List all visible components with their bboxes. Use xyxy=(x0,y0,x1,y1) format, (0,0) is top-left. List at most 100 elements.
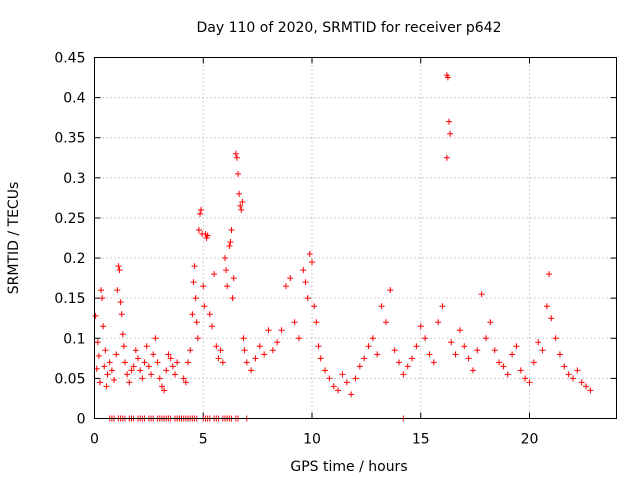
data-point xyxy=(565,371,572,378)
data-point xyxy=(204,232,211,239)
data-point xyxy=(339,371,346,378)
data-point xyxy=(496,359,503,366)
data-point xyxy=(265,327,272,334)
data-point xyxy=(224,283,231,290)
data-point xyxy=(100,323,107,330)
data-point xyxy=(130,363,137,370)
data-point xyxy=(171,371,178,378)
data-point xyxy=(145,363,152,370)
data-point xyxy=(104,371,111,378)
data-point xyxy=(219,359,226,366)
y-tick-label: 0.4 xyxy=(63,91,85,107)
data-point xyxy=(98,287,105,294)
data-point xyxy=(570,375,576,382)
data-point xyxy=(165,351,172,358)
data-point xyxy=(213,343,220,350)
data-point xyxy=(539,347,546,354)
data-point xyxy=(500,363,507,370)
data-point xyxy=(163,367,170,374)
data-point xyxy=(229,295,236,302)
data-point xyxy=(291,319,298,326)
data-point xyxy=(474,347,481,354)
data-point xyxy=(226,243,233,250)
data-point xyxy=(295,335,302,342)
data-point xyxy=(391,347,398,354)
tick-labels: 0 0.05 0.1 0.15 0.2 0.25 0.3 0.35 0.4 0.45 0 5 10 15 2… xyxy=(54,51,538,448)
data-point xyxy=(215,355,222,362)
y-tick-label: 0.2 xyxy=(63,251,85,267)
data-point xyxy=(128,367,135,374)
x-tick-label: 5 xyxy=(199,432,208,448)
data-point xyxy=(287,275,294,282)
data-point xyxy=(195,226,202,233)
data-point xyxy=(115,263,122,270)
data-point xyxy=(190,279,197,286)
data-point xyxy=(278,327,285,334)
data-point xyxy=(154,359,161,366)
x-axis-label: GPS time / hours xyxy=(290,459,407,475)
data-point xyxy=(426,351,433,358)
data-point xyxy=(343,379,350,386)
data-point xyxy=(236,190,243,197)
data-point xyxy=(456,327,463,334)
data-point xyxy=(227,239,234,246)
data-point xyxy=(95,352,102,359)
data-point xyxy=(241,347,248,354)
data-point xyxy=(522,375,529,382)
data-point xyxy=(491,347,498,354)
data-point xyxy=(206,311,213,318)
data-point xyxy=(465,355,472,362)
data-point xyxy=(587,387,594,394)
data-point xyxy=(261,351,268,358)
data-point xyxy=(435,319,442,326)
data-point xyxy=(119,331,126,338)
data-point xyxy=(192,295,199,302)
data-point xyxy=(101,363,108,370)
data-point xyxy=(304,295,311,302)
data-markers xyxy=(92,72,594,422)
data-point xyxy=(535,339,542,346)
data-point xyxy=(139,375,146,382)
data-point xyxy=(517,367,524,374)
y-tick-label: 0 xyxy=(77,412,86,428)
data-point xyxy=(232,150,239,157)
data-point xyxy=(106,359,113,366)
data-point xyxy=(430,359,437,366)
x-tick-label: 10 xyxy=(303,432,321,448)
data-point xyxy=(446,118,453,125)
data-point xyxy=(223,267,230,274)
data-point xyxy=(237,202,244,209)
y-tick-label: 0.45 xyxy=(54,51,85,67)
data-point xyxy=(444,74,451,81)
data-point xyxy=(311,303,318,310)
data-point xyxy=(469,367,476,374)
data-point xyxy=(201,303,208,310)
data-point xyxy=(548,315,555,322)
data-point xyxy=(461,343,468,350)
data-point xyxy=(143,343,150,350)
data-point xyxy=(208,323,215,330)
data-point xyxy=(132,347,139,354)
data-point xyxy=(156,375,163,382)
data-point xyxy=(348,391,355,398)
data-point xyxy=(483,335,489,342)
data-point xyxy=(222,255,228,262)
data-point xyxy=(583,383,590,390)
data-point xyxy=(189,311,196,318)
data-point xyxy=(448,339,455,346)
data-point xyxy=(121,359,128,366)
data-point xyxy=(113,351,120,358)
data-point xyxy=(161,387,168,394)
data-point xyxy=(230,275,237,282)
data-point xyxy=(235,170,242,177)
data-point xyxy=(374,351,381,358)
plot-frame xyxy=(94,57,617,419)
data-point xyxy=(387,287,394,294)
y-tick-label: 0.05 xyxy=(54,371,85,387)
data-point xyxy=(487,319,494,326)
data-point xyxy=(382,319,389,326)
data-point xyxy=(111,376,118,383)
data-point xyxy=(543,303,550,310)
data-point xyxy=(148,371,155,378)
